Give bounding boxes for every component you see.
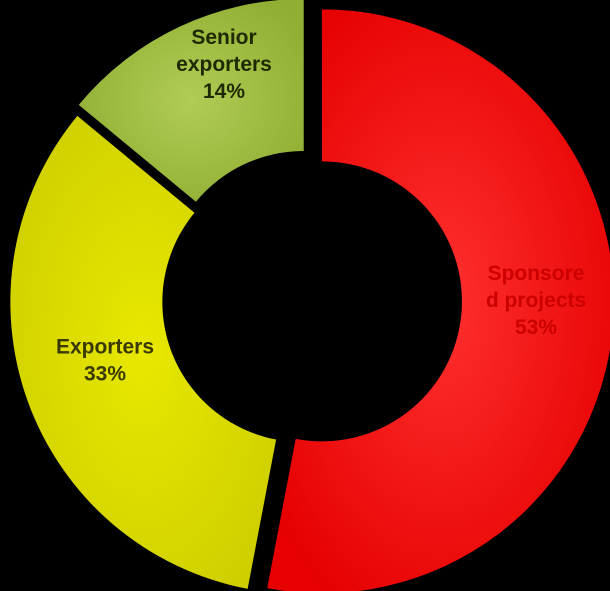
- slice-percent: 53%: [515, 316, 557, 339]
- slice-label-line: d projects: [486, 289, 586, 312]
- donut-slice: [10, 115, 277, 589]
- slice-label: Exporters 33%: [56, 336, 154, 386]
- slice-label: Sponsore d projects 53%: [486, 262, 586, 339]
- slice-label-line: Sponsore: [488, 262, 585, 285]
- donut-slice: [78, 0, 304, 202]
- slice-label-line: Exporters: [56, 336, 154, 359]
- slice-label: Senior exporters 14%: [176, 26, 272, 103]
- slice-label-line: exporters: [176, 53, 272, 76]
- labels-layer: Sponsore d projects 53% Exporters 33% Senior e…: [56, 26, 586, 386]
- slice-percent: 14%: [203, 80, 245, 103]
- slice-percent: 33%: [84, 363, 126, 386]
- slice-label-line: Senior: [191, 26, 256, 49]
- slices-layer: [10, 0, 610, 591]
- donut-slice: [267, 9, 610, 591]
